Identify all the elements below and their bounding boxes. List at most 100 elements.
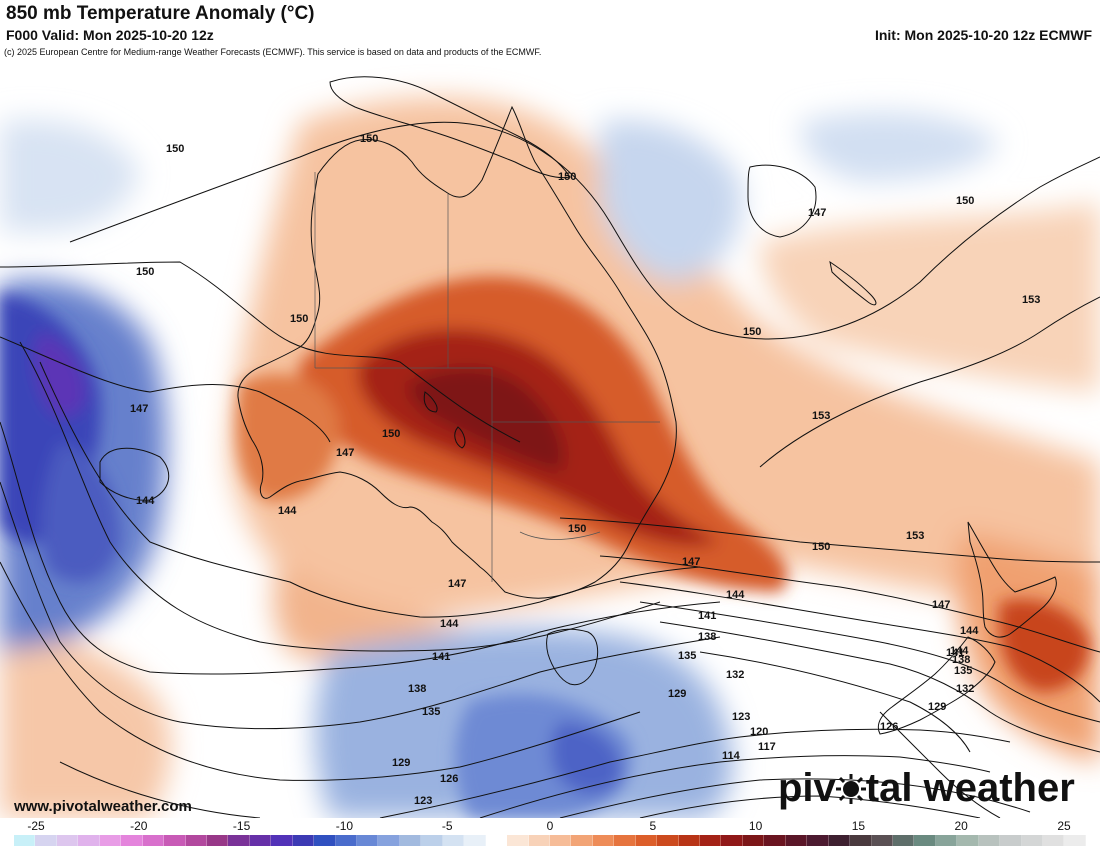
- contour-label: 135: [678, 650, 696, 662]
- contour-label: 138: [952, 654, 970, 666]
- contour-label: 117: [758, 741, 776, 753]
- colorbar-swatch: [142, 835, 165, 846]
- lakes-interior: [423, 391, 466, 449]
- contour-label: 129: [668, 688, 686, 700]
- contour-label: 138: [408, 683, 426, 695]
- colorbar-swatch: [292, 835, 315, 846]
- colorbar-swatch: [871, 835, 893, 846]
- colorbar: -25 -20 -15 -10 -5 0 5 10 15 20 25: [0, 818, 1100, 850]
- contour-label: 141: [946, 647, 964, 659]
- colorbar-swatch: [14, 835, 36, 846]
- colorbar-swatch: [1064, 835, 1086, 846]
- contour-label: 150: [136, 266, 154, 278]
- contour-label: 126: [440, 773, 458, 785]
- contour-label: 144: [950, 645, 969, 657]
- new-guinea-coastline: [329, 76, 571, 179]
- colorbar-swatch: [164, 835, 186, 846]
- colorbar-swatch: [785, 835, 808, 846]
- colorbar-swatch: [528, 835, 550, 846]
- contour-label: 150: [956, 195, 974, 207]
- colorbar-swatch: [421, 835, 443, 846]
- colorbar-swatch: [764, 835, 786, 846]
- colorbar-swatch: [206, 835, 229, 846]
- contour-label: 150: [382, 428, 400, 440]
- contour-labels: 150 150 150 150 150 147 150 147 144 144 …: [130, 133, 1040, 807]
- contour-label: 135: [422, 706, 440, 718]
- colorbar-swatch: [121, 835, 143, 846]
- contour-label: 153: [906, 530, 924, 542]
- header: 850 mb Temperature Anomaly (°C) F000 Val…: [0, 0, 1100, 62]
- contour-label: 150: [290, 313, 308, 325]
- colorbar-label: -20: [130, 819, 148, 833]
- colorbar-label: 25: [1057, 819, 1071, 833]
- contour-label: 126: [880, 721, 898, 733]
- contour-label: 147: [932, 599, 950, 611]
- valid-time: F000 Valid: Mon 2025-10-20 12z: [6, 27, 214, 43]
- colorbar-swatch: [442, 835, 465, 846]
- contour-label: 144: [278, 505, 297, 517]
- new-caledonia: [829, 260, 877, 306]
- colorbar-swatch: [78, 835, 100, 846]
- colorbar-swatch: [99, 835, 122, 846]
- brand-right: tal weather: [865, 766, 1075, 810]
- colorbar-swatch: [700, 835, 722, 846]
- contour-label: 144: [960, 625, 979, 637]
- colorbar-swatch: [357, 835, 379, 846]
- colorbar-swatch: [614, 835, 636, 846]
- colorbar-swatch: [507, 835, 529, 846]
- colorbar-swatch: [485, 835, 508, 846]
- colorbar-swatch: [657, 835, 679, 846]
- contour-label: 132: [956, 683, 974, 695]
- tasmania-coastline: [546, 628, 599, 686]
- contour-label: 129: [392, 757, 410, 769]
- contour-label: 144: [726, 589, 745, 601]
- colorbar-swatch: [721, 835, 743, 846]
- contour-label: 120: [750, 726, 768, 738]
- colorbar-swatch: [185, 835, 207, 846]
- colorbar-swatch: [807, 835, 829, 846]
- contour-label: 153: [812, 410, 830, 422]
- colorbar-swatch: [228, 835, 250, 846]
- colorbar-swatch: [742, 835, 765, 846]
- contour-label: 150: [812, 541, 830, 553]
- colorbar-swatch: [314, 835, 336, 846]
- australia-coastline: [237, 105, 677, 599]
- contour-label: 150: [166, 143, 184, 155]
- colorbar-label: -5: [441, 819, 453, 833]
- colorbar-swatch: [1021, 835, 1043, 846]
- colorbar-swatch: [892, 835, 915, 846]
- contour-label: 147: [336, 447, 354, 459]
- colorbar-swatch: [464, 835, 486, 846]
- colorbar-label: 10: [748, 819, 763, 833]
- colorbar-swatches: [14, 835, 1086, 846]
- contour-label: 141: [698, 610, 716, 622]
- colorbar-swatch: [335, 835, 357, 846]
- brand-logo: piv tal weather: [778, 766, 1075, 814]
- coastlines: [237, 76, 1057, 735]
- colorbar-swatch: [914, 835, 936, 846]
- contour-label: 144: [136, 495, 155, 507]
- contour-label: 147: [448, 578, 466, 590]
- contour-label: 150: [568, 523, 586, 535]
- weather-map[interactable]: 150 150 150 150 150 147 150 147 144 144 …: [0, 62, 1100, 818]
- colorbar-swatch: [828, 835, 851, 846]
- colorbar-swatch: [249, 835, 272, 846]
- contour-label: 114: [722, 750, 741, 762]
- contour-label: 150: [558, 171, 576, 183]
- data-credit: (c) 2025 European Centre for Medium-rang…: [4, 47, 542, 57]
- colorbar-swatch: [592, 835, 615, 846]
- height-contours: [0, 121, 1100, 818]
- colorbar-label: 0: [546, 819, 554, 833]
- contour-label: 144: [440, 618, 459, 630]
- contour-label: 150: [360, 133, 378, 145]
- colorbar-label: 15: [851, 819, 866, 833]
- site-url[interactable]: www.pivotalweather.com: [14, 798, 192, 815]
- colorbar-swatch: [978, 835, 1001, 846]
- colorbar-swatch: [271, 835, 293, 846]
- contour-label: 141: [432, 651, 450, 663]
- state-borders: [314, 172, 660, 582]
- brand-left: piv: [778, 766, 836, 810]
- contour-label: 138: [698, 631, 716, 643]
- contour-label: 135: [954, 665, 972, 677]
- page-title: 850 mb Temperature Anomaly (°C): [6, 3, 315, 24]
